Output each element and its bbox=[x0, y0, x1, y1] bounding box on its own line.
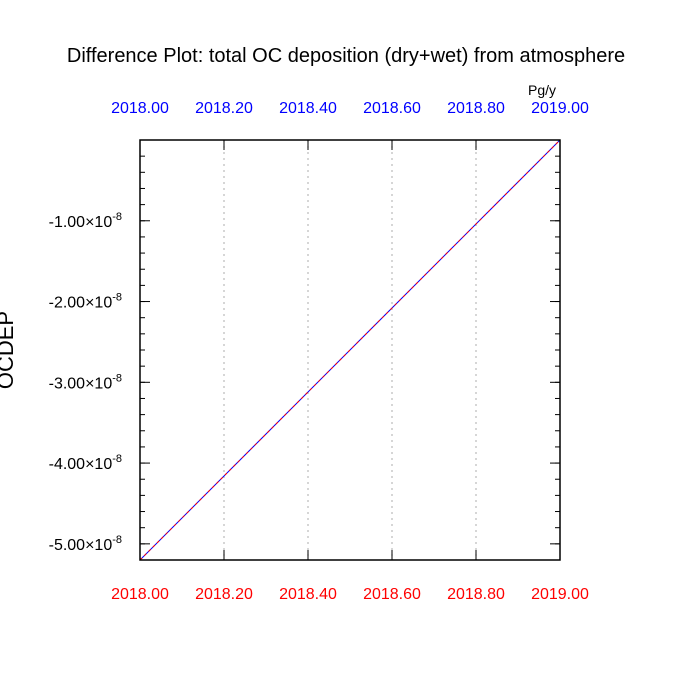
chart-title: Difference Plot: total OC deposition (dr… bbox=[67, 45, 625, 67]
x-tick-label-bottom: 2018.40 bbox=[279, 586, 337, 603]
x-tick-label-bottom: 2019.00 bbox=[531, 586, 589, 603]
x-tick-label-top: 2018.60 bbox=[363, 100, 421, 117]
series-lines bbox=[139, 139, 561, 561]
x-tick-label-bottom: 2018.80 bbox=[447, 586, 505, 603]
x-tick-label-bottom: 2018.20 bbox=[195, 586, 253, 603]
units-label: Pg/y bbox=[528, 82, 556, 98]
y-tick-label: -1.00×10-8 bbox=[49, 211, 122, 231]
x-tick-label-bottom: 2018.00 bbox=[111, 586, 169, 603]
y-tick-label: -2.00×10-8 bbox=[49, 292, 122, 312]
x-tick-label-top: 2018.80 bbox=[447, 100, 505, 117]
grid-lines bbox=[223, 140, 477, 560]
x-tick-labels-bottom: 2018.00 2018.20 2018.40 2018.60 2018.80 2019.… bbox=[111, 586, 589, 603]
y-axis-label: OCDEP bbox=[0, 311, 18, 389]
series-line-2 bbox=[139, 139, 561, 561]
x-tick-label-top: 2018.00 bbox=[111, 100, 169, 117]
y-tick-labels: -1.00×10-8 -2.00×10-8 -3.00×10-8 -4.00×10-8… bbox=[49, 211, 122, 554]
x-tick-label-top: 2018.40 bbox=[279, 100, 337, 117]
x-tick-labels-top: 2018.00 2018.20 2018.40 2018.60 2018.80 2019.… bbox=[111, 100, 589, 117]
y-tick-label: -3.00×10-8 bbox=[49, 372, 122, 392]
y-tick-label: -5.00×10-8 bbox=[49, 534, 122, 554]
x-tick-label-top: 2019.00 bbox=[531, 100, 589, 117]
x-tick-label-top: 2018.20 bbox=[195, 100, 253, 117]
y-tick-label: -4.00×10-8 bbox=[49, 453, 122, 473]
plot-frame bbox=[139, 139, 561, 561]
x-tick-label-bottom: 2018.60 bbox=[363, 586, 421, 603]
